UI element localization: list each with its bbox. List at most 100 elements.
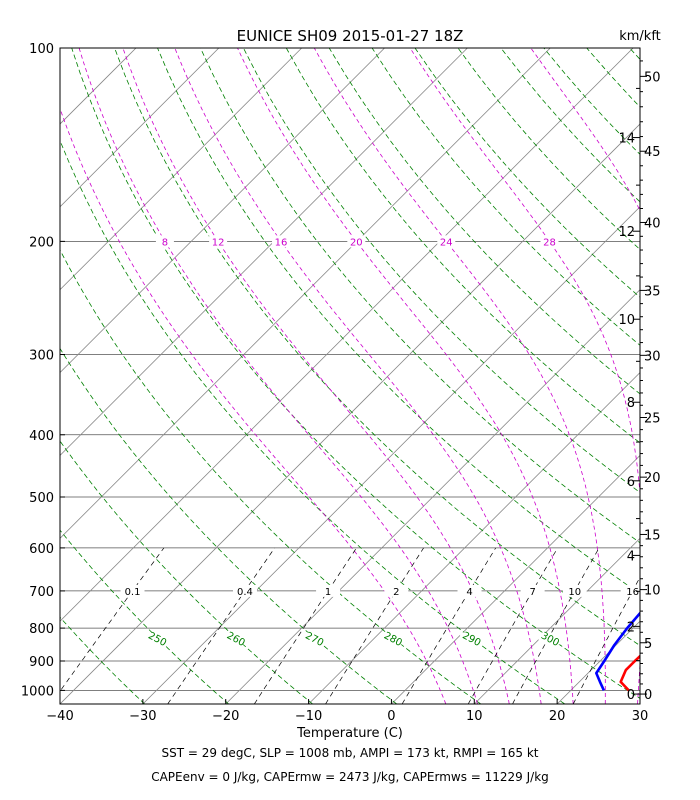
dry-adiabat-240	[60, 616, 145, 704]
kft-tick-label: 45	[644, 145, 661, 160]
moist-adiabat-label: 20	[350, 237, 363, 248]
x-tick-label: 30	[632, 709, 649, 724]
moist-adiabat-20	[237, 48, 574, 704]
dry-adiabat-label-bg	[381, 632, 406, 645]
isotherm--100	[60, 48, 220, 208]
footer-stats-line2: CAPEenv = 0 J/kg, CAPErmw = 2473 J/kg, C…	[151, 770, 549, 784]
dry-adiabat-label-bg	[145, 632, 170, 645]
moist-adiabat-label-bg	[540, 235, 559, 248]
dry-adiabat-320	[157, 48, 640, 595]
kft-tick-label: 25	[644, 412, 661, 427]
x-tick-label: 10	[466, 709, 483, 724]
mixing-ratio-label-bg	[232, 584, 257, 597]
pressure-tick-label: 700	[29, 585, 54, 600]
dry-adiabat-280	[60, 248, 482, 704]
x-tick-label: 20	[549, 709, 566, 724]
isotherm--60	[60, 48, 551, 539]
footer-stats-line1: SST = 29 degC, SLP = 1008 mb, AMPI = 173…	[161, 746, 539, 760]
moist-adiabat-4	[60, 107, 447, 704]
isotherm--120	[0, 48, 53, 704]
isotherm--50	[60, 48, 634, 622]
moist-adiabat-label-bg	[209, 235, 228, 248]
mixing-ratio-label-bg	[120, 584, 145, 597]
kft-tick-label: 40	[644, 216, 661, 231]
moist-adiabat-label-bg	[155, 235, 174, 248]
plot-series	[595, 611, 640, 692]
km-tick-label: 12	[618, 225, 635, 240]
moist-adiabat-label: 16	[275, 237, 288, 248]
moist-adiabat-label: 12	[212, 237, 225, 248]
mixing-ratio-label-bg	[562, 584, 587, 597]
mixing-ratio-label-bg	[620, 584, 640, 597]
moist-adiabat-16	[174, 48, 542, 704]
axes: −40 −30 −20 −10 0 10 20 30100200300400500600700…	[21, 42, 661, 724]
isotherm--80	[60, 48, 385, 374]
kft-tick-label: 15	[644, 528, 661, 543]
moist-adiabat-label: 24	[440, 237, 453, 248]
moist-adiabat-label-bg	[347, 235, 366, 248]
moist-adiabat-label: 8	[162, 237, 168, 248]
kft-tick-label: 30	[644, 349, 661, 364]
dry-adiabat-370	[371, 48, 640, 346]
mixing-ratio-label-bg	[457, 584, 482, 597]
dry-adiabat-390	[457, 48, 640, 250]
pressure-tick-label: 100	[29, 42, 54, 57]
mixing-ratio-label: 0.4	[237, 587, 253, 598]
dry-adiabat-440	[673, 48, 700, 704]
dry-adiabat-330	[200, 48, 640, 544]
moist-adiabat-32	[530, 48, 640, 212]
kft-tick-label: 5	[644, 637, 652, 652]
km-tick-label: 10	[618, 313, 635, 328]
dry-adiabat-250	[60, 529, 229, 704]
mixing-ratio-label: 7	[529, 587, 535, 598]
dry-adiabat-label-bg	[538, 632, 563, 645]
kft-tick-label: 35	[644, 284, 661, 299]
x-tick-label: −20	[212, 709, 239, 724]
km-tick-label: 8	[627, 396, 635, 411]
moist-adiabat-label-bg	[272, 235, 291, 248]
x-tick-label: −40	[46, 709, 73, 724]
dry-adiabat-300	[71, 48, 640, 699]
dry-adiabat-label-bg	[302, 632, 327, 645]
chart-title: EUNICE SH09 2015-01-27 18Z	[237, 27, 464, 45]
mixing-ratio-line	[167, 547, 275, 704]
moist-adiabat-label-bg	[437, 235, 456, 248]
moist-adiabat-label: 32	[648, 237, 661, 248]
moist-adiabat-24	[313, 48, 606, 704]
moist-adiabat-label-bg	[646, 235, 664, 247]
dry-adiabat-400	[500, 48, 640, 203]
dry-adiabat-label-bg	[224, 632, 249, 645]
dry-adiabat-270	[60, 347, 397, 704]
kft-tick-label: 0	[644, 688, 652, 703]
x-axis-label: Temperature (C)	[296, 726, 403, 741]
pressure-tick-label: 500	[29, 491, 54, 506]
plot-frame	[59, 47, 641, 705]
x-tick-label: −10	[295, 709, 322, 724]
mixing-ratio-label: 1	[325, 587, 331, 598]
dry-adiabat-label-bg	[460, 632, 485, 645]
mixing-ratio-label: 2	[393, 587, 399, 598]
moist-adiabat-28	[409, 48, 640, 704]
mixing-ratio-line	[60, 547, 165, 692]
km-tick-label: 2	[627, 620, 635, 635]
kft-tick-label: 10	[644, 584, 661, 599]
mixing-ratio-label-bg	[384, 584, 409, 597]
pressure-tick-label: 800	[29, 622, 54, 637]
pressure-tick-label: 200	[29, 235, 54, 250]
km-tick-label: 0	[627, 688, 635, 703]
pressure-tick-label: 300	[29, 348, 54, 363]
pressure-tick-label: 400	[29, 429, 54, 444]
pressure-tick-label: 600	[29, 542, 54, 557]
mixing-ratio-label-bg	[316, 584, 341, 597]
isotherm--90	[60, 48, 302, 291]
isotherm--40	[60, 123, 640, 704]
mixing-ratio-label: 16	[626, 587, 639, 598]
dewpoint-profile	[595, 611, 640, 691]
right-axis-label: km/kft	[619, 29, 661, 44]
isotherm--10	[308, 372, 640, 704]
km-tick-label: 6	[627, 475, 635, 490]
pressure-tick-label: 1000	[21, 684, 54, 699]
dry-adiabat-260	[60, 440, 313, 704]
